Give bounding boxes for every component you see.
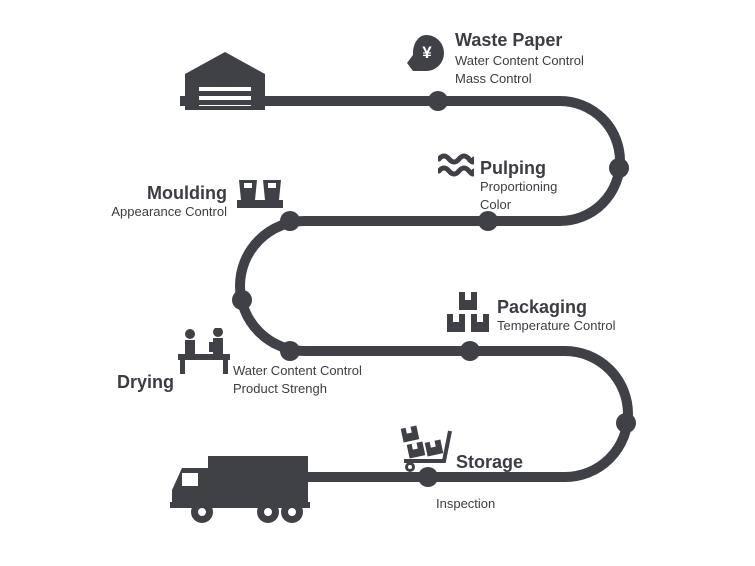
truck-icon xyxy=(170,448,320,533)
box-stack-icon xyxy=(443,290,493,345)
flow-node xyxy=(280,211,300,231)
flow-node xyxy=(609,158,629,178)
flow-node xyxy=(232,290,252,310)
pulping-desc: Proportioning Color xyxy=(480,178,557,213)
svg-text:¥: ¥ xyxy=(422,43,432,62)
flow-node xyxy=(478,211,498,231)
storage-title: Storage xyxy=(456,452,523,473)
storage-desc: Inspection xyxy=(436,495,495,513)
waste-paper-desc: Water Content Control Mass Control xyxy=(455,52,584,87)
hand-truck-boxes-icon xyxy=(398,421,454,478)
moulding-desc: Appearance Control xyxy=(111,203,227,221)
molds-icon xyxy=(237,178,283,215)
flow-node xyxy=(280,341,300,361)
flow-path-layer xyxy=(0,0,755,566)
water-waves-icon xyxy=(438,153,474,188)
moulding-title: Moulding xyxy=(147,183,227,204)
price-tag-yen-icon: ¥ xyxy=(405,33,447,80)
packaging-desc: Temperature Control xyxy=(497,317,616,335)
process-flow-diagram: ¥ xyxy=(0,0,755,566)
waste-paper-title: Waste Paper xyxy=(455,30,562,51)
pulping-title: Pulping xyxy=(480,158,546,179)
warehouse-icon xyxy=(185,52,265,115)
packaging-title: Packaging xyxy=(497,297,587,318)
drying-desc: Water Content Control Product Strengh xyxy=(233,362,362,397)
counter-people-icon xyxy=(178,328,230,379)
flow-node xyxy=(428,91,448,111)
flow-node xyxy=(616,413,636,433)
drying-title: Drying xyxy=(117,372,174,393)
